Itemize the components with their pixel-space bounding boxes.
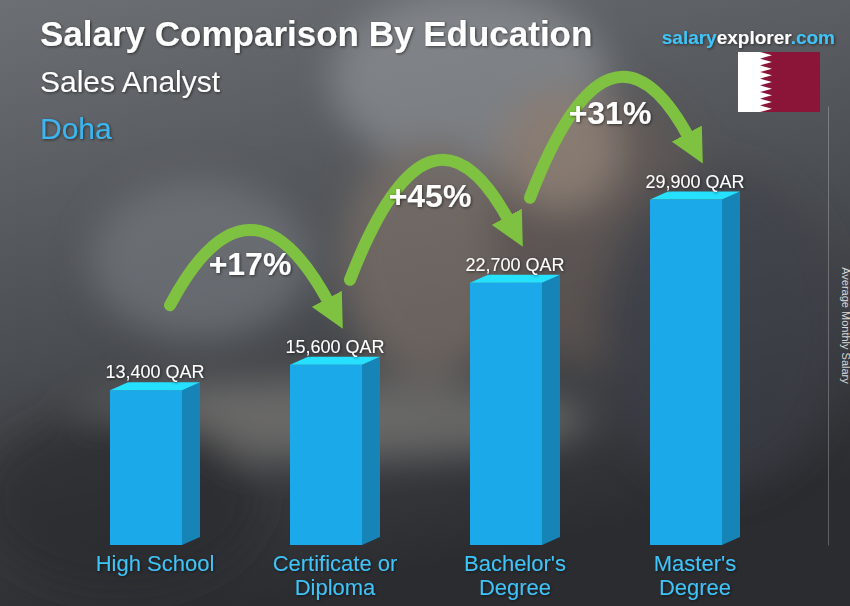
bar-front xyxy=(650,200,722,545)
x-axis-line xyxy=(66,545,786,546)
chart-svg: High School Certificate orDiploma Bachelor… xyxy=(0,0,850,606)
source: salaryexplorer.com xyxy=(662,27,835,48)
x-tick-label-line: Degree xyxy=(479,575,551,600)
x-tick: High School xyxy=(96,545,215,576)
flag-band xyxy=(738,52,772,112)
x-tick-label: High School xyxy=(96,551,215,576)
x-tick-label-line: Master's xyxy=(654,551,736,576)
bar-side xyxy=(542,275,560,545)
x-tick-label-line: High School xyxy=(96,551,215,576)
data-label: 13,400 QAR xyxy=(105,362,204,382)
bar xyxy=(470,275,560,545)
bar-front xyxy=(290,365,362,545)
growth-arrow xyxy=(530,77,690,198)
y-axis-title: Average Monthly Salary xyxy=(840,267,850,384)
growth-label: +17% xyxy=(209,246,292,282)
y-axis xyxy=(828,107,829,546)
y-axis-line xyxy=(828,107,829,546)
x-tick-label-line: Diploma xyxy=(295,575,376,600)
source-part: salary xyxy=(662,27,717,48)
x-tick-label-line: Degree xyxy=(659,575,731,600)
data-label: 29,900 QAR xyxy=(645,172,744,192)
x-tick: Master'sDegree xyxy=(654,545,736,600)
flag xyxy=(738,52,820,112)
data-label: 15,600 QAR xyxy=(285,337,384,357)
x-tick-label-line: Certificate or xyxy=(273,551,398,576)
background-blobs xyxy=(0,0,840,590)
bar xyxy=(650,192,740,545)
bar xyxy=(290,357,380,545)
data-label: 22,700 QAR xyxy=(465,255,564,275)
growth-label: +31% xyxy=(569,95,652,131)
growth-arrow xyxy=(350,160,510,280)
x-tick-label: Certificate orDiploma xyxy=(273,551,398,600)
bar-top xyxy=(290,357,380,365)
bar-top xyxy=(470,275,560,283)
flag-field xyxy=(738,52,820,112)
growth-arrow xyxy=(170,230,330,305)
location: Doha xyxy=(40,112,112,145)
x-tick-label: Master'sDegree xyxy=(654,551,736,600)
growth-arrows xyxy=(170,77,690,305)
x-tick: Bachelor'sDegree xyxy=(464,545,566,600)
bar-top xyxy=(110,382,200,390)
title: Salary Comparison By Education xyxy=(40,14,592,53)
bar-top xyxy=(650,192,740,200)
bar-side xyxy=(722,192,740,545)
bar-side xyxy=(182,382,200,545)
x-axis: High School Certificate orDiploma Bachelor… xyxy=(66,545,786,600)
bar-front xyxy=(470,283,542,545)
x-tick-label: Bachelor'sDegree xyxy=(464,551,566,600)
subtitle: Sales Analyst xyxy=(40,65,221,98)
growth-label: +45% xyxy=(389,178,472,214)
source-part: .com xyxy=(791,27,835,48)
bar xyxy=(110,382,200,545)
source-part: explorer xyxy=(717,27,793,48)
chart-container: High School Certificate orDiploma Bachelor… xyxy=(0,0,850,606)
x-tick: Certificate orDiploma xyxy=(273,545,398,600)
bar-side xyxy=(362,357,380,545)
bar-front xyxy=(110,390,182,545)
x-tick-label-line: Bachelor's xyxy=(464,551,566,576)
